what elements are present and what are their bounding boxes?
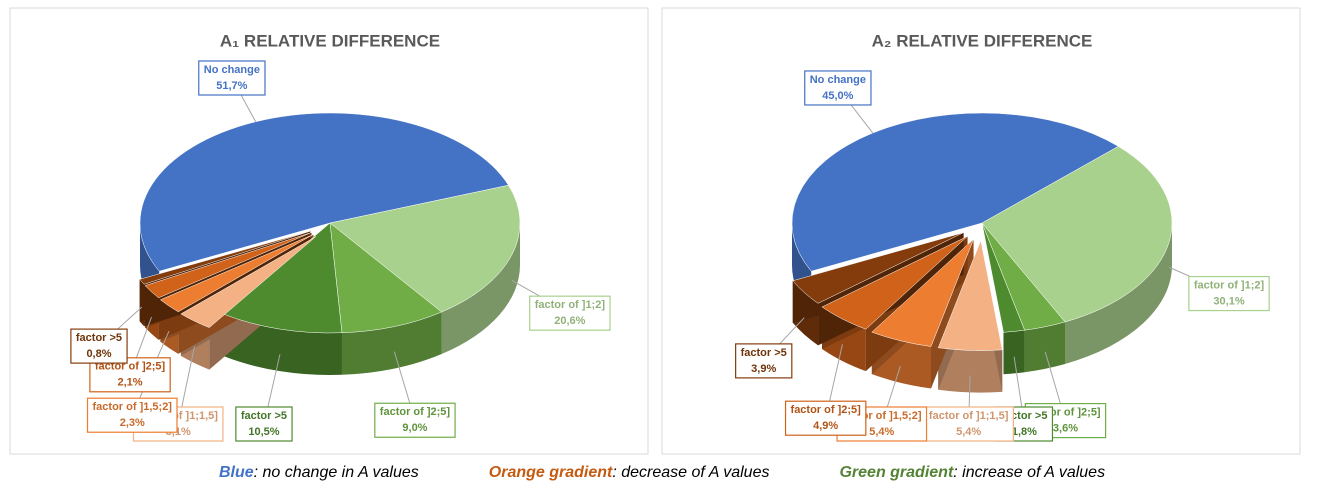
slice-side	[441, 223, 521, 355]
caption-item: Orange gradient: decrease of A values	[489, 464, 770, 482]
value-label: 51,7%	[216, 80, 247, 92]
caption-key: Orange gradient	[488, 464, 613, 481]
slice	[139, 112, 509, 272]
label-box	[86, 397, 178, 433]
value-label: 5,4%	[869, 426, 894, 438]
caption-key: Green gradient	[839, 464, 954, 481]
slice	[329, 184, 521, 313]
label-box	[1188, 275, 1270, 312]
slice	[159, 234, 314, 313]
value-label: 20,6%	[554, 315, 585, 327]
slice	[792, 232, 964, 304]
chart-title: A₁ RELATIVE DIFFERENCE	[220, 31, 440, 50]
value-label: 2,3%	[120, 417, 145, 429]
data-labels: No change 51,7% factor of ]1;2] 20,6% factor…	[70, 60, 611, 442]
label-box	[529, 295, 611, 331]
chart-title: A₂ RELATIVE DIFFERENCE	[872, 31, 1093, 50]
caption: Blue: no change in A values Orange gradie…	[0, 464, 1324, 482]
value-label: 10,5%	[248, 426, 279, 438]
charts: A₁ RELATIVE DIFFERENCE No change 51,7% fact…	[9, 7, 1301, 455]
slice	[139, 230, 311, 285]
slice-side	[341, 312, 442, 375]
label-box	[804, 70, 872, 106]
slice	[222, 222, 343, 334]
slice	[329, 222, 443, 334]
category-label: factor of ]1,5;2]	[93, 401, 173, 413]
label-box	[784, 400, 867, 436]
category-label: factor of ]1;1,5]	[929, 410, 1009, 422]
caption-item: Green gradient: increase of A values	[839, 464, 1105, 482]
value-label: 9,0%	[402, 422, 427, 434]
slice-side	[1024, 321, 1066, 373]
category-label: factor of ]1;2]	[535, 299, 606, 311]
label-box	[235, 406, 293, 442]
category-label: No change	[810, 74, 866, 86]
slice	[937, 239, 1003, 351]
label-box	[70, 328, 128, 364]
slice	[871, 239, 974, 347]
category-label: factor >5	[741, 347, 787, 359]
slice	[821, 236, 968, 330]
category-label: No change	[204, 64, 260, 76]
caption-text: : no change in A values	[253, 464, 419, 481]
value-label: 30,1%	[1213, 295, 1244, 307]
value-label: 2,1%	[117, 377, 142, 389]
category-label: factor of ]2;5]	[791, 404, 862, 416]
label-box	[198, 60, 266, 96]
pie-chart: A₁ RELATIVE DIFFERENCE No change 51,7% fact…	[9, 7, 649, 455]
caption-item: Blue: no change in A values	[219, 464, 419, 482]
label-box	[735, 343, 793, 379]
label-box	[374, 402, 456, 438]
category-label: factor of ]2;5]	[380, 406, 451, 418]
slice	[791, 112, 1119, 272]
slice	[180, 236, 317, 328]
category-label: factor of ]2;5]	[95, 361, 166, 373]
value-label: 5,4%	[956, 426, 981, 438]
value-label: 0,8%	[86, 348, 111, 360]
value-label: 3,9%	[751, 363, 776, 375]
data-labels: No change 45,0% factor of ]1;2] 30,1% factor…	[735, 70, 1270, 442]
category-label: factor >5	[241, 410, 287, 422]
value-label: 45,0%	[822, 90, 853, 102]
caption-text: : increase of A values	[953, 464, 1106, 481]
slice-side	[1065, 223, 1172, 364]
slice	[981, 146, 1173, 323]
pie-tops	[791, 112, 1173, 351]
category-label: factor >5	[76, 332, 122, 344]
slice-side	[938, 347, 1003, 393]
value-label: 3,6%	[1053, 423, 1078, 435]
value-label: 1,8%	[1012, 426, 1037, 438]
category-label: factor of ]1;2]	[1194, 279, 1265, 291]
slice-side	[1003, 330, 1025, 375]
pie-tops	[139, 112, 521, 334]
caption-key: Blue	[218, 464, 254, 481]
slice	[144, 232, 312, 299]
caption-text: : decrease of A values	[612, 464, 770, 481]
slice	[981, 222, 1025, 333]
value-label: 4,9%	[813, 420, 838, 432]
pie-chart: A₂ RELATIVE DIFFERENCE No change 45,0% fact…	[661, 7, 1301, 455]
